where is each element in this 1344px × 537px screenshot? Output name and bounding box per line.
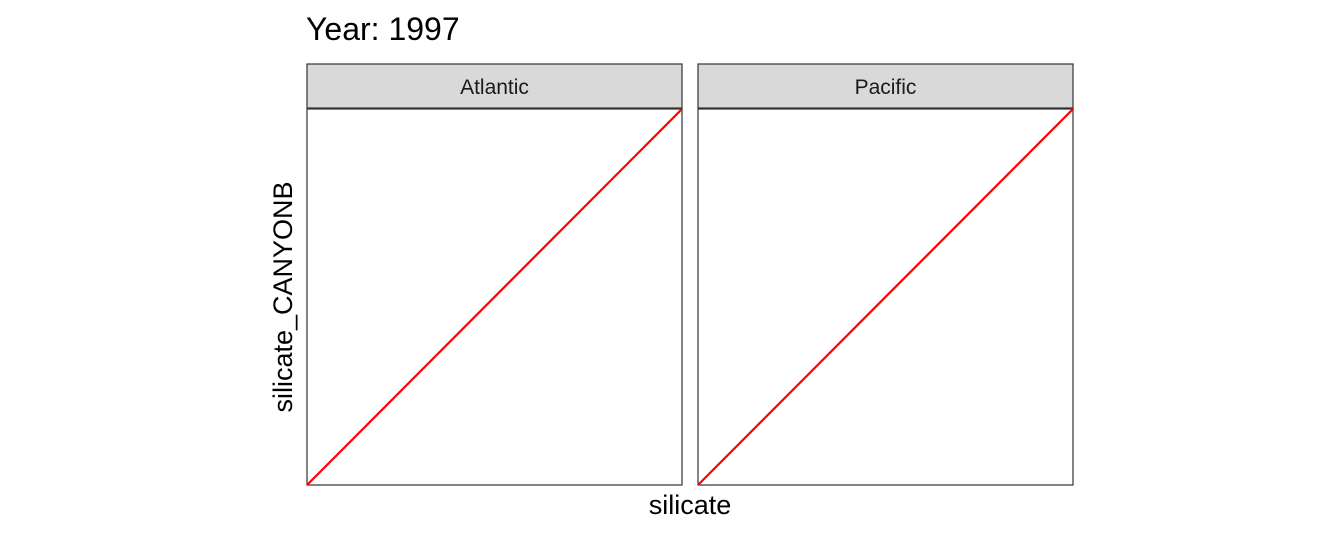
facet-strip-pacific bbox=[697, 63, 1074, 109]
facet-label-atlantic: Atlantic bbox=[460, 76, 529, 99]
identity-line-atlantic bbox=[306, 108, 683, 486]
x-axis-title: silicate bbox=[649, 490, 732, 520]
chart-title: Year: 1997 bbox=[306, 11, 460, 47]
panels-group: Atlantic Pacific bbox=[306, 63, 1074, 486]
facet-strip-atlantic bbox=[306, 63, 683, 109]
facet-label-pacific: Pacific bbox=[855, 76, 917, 99]
y-axis-title: silicate_CANYONB bbox=[268, 181, 298, 412]
identity-line-pacific bbox=[697, 108, 1074, 486]
